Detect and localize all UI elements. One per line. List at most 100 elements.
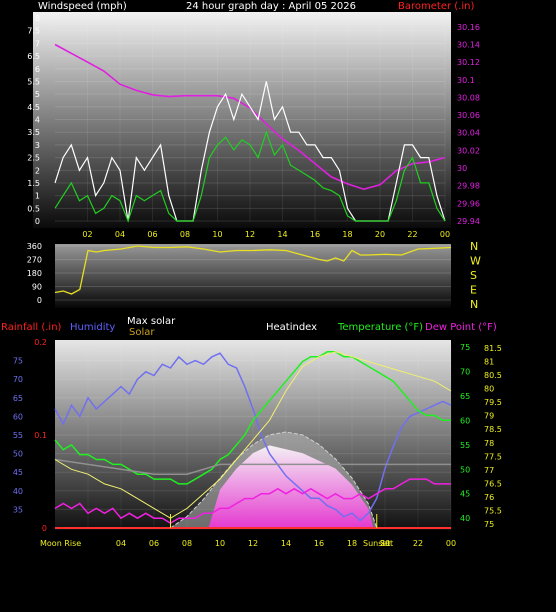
temp-x-tick-label: 14 (281, 539, 291, 548)
wind-axis-label: Windspeed (mph) (38, 1, 127, 12)
wind-x-tick-label: 04 (115, 230, 125, 239)
direction-tick-label: 270 (27, 256, 42, 265)
wind-x-tick-label: 18 (342, 230, 352, 239)
wind-tick-label: 4.5 (27, 103, 40, 112)
wind-tick-label: 3.5 (27, 128, 40, 137)
heatindex-line (54, 458, 451, 475)
rainfall-label: Rainfall (.in) (1, 322, 62, 333)
barometer-tick-label: 30.08 (457, 93, 480, 102)
heatindex-tick-label: 77.5 (484, 452, 502, 461)
temp-tick-label: 55 (460, 441, 470, 450)
wind-tick-label: 0 (35, 217, 40, 226)
barometer-axis-label: Barometer (.in) (398, 1, 474, 12)
wind-x-tick-label: 16 (310, 230, 320, 239)
heatindex-tick-label: 77 (484, 466, 494, 475)
direction-tick-label: 0 (37, 296, 42, 305)
humidity-line (54, 352, 452, 522)
windspeed-line (54, 130, 446, 223)
heatindex-tick-label: 76 (484, 493, 494, 502)
compass-label: W (470, 255, 481, 268)
barometer-line (54, 43, 446, 191)
wind-tick-label: 5.5 (27, 77, 40, 86)
wind-x-tick-label: 02 (82, 230, 92, 239)
barometer-tick-label: 30.1 (457, 76, 475, 85)
chart-title: 24 hour graph day : April 05 2026 (186, 1, 356, 12)
barometer-tick-label: 30.14 (457, 40, 480, 49)
max-solar-line (170, 431, 378, 529)
heatindex-line-line (54, 351, 452, 519)
barometer-tick-label: 30.04 (457, 129, 480, 138)
max-solar-label: Max solar (127, 316, 176, 327)
dew-point-line (54, 478, 451, 524)
compass-label: N (470, 298, 478, 311)
wind-tick-label: 0.5 (27, 204, 40, 213)
heatindex-tick-label: 81.5 (484, 344, 502, 353)
humidity-tick-label: 50 (13, 450, 23, 459)
direction-tick-label: 180 (27, 269, 42, 278)
barometer-tick-label: 30 (457, 164, 467, 173)
direction-tick-label: 360 (27, 242, 42, 251)
heatindex-tick-label: 79 (484, 412, 494, 421)
heatindex-tick-label: 79.5 (484, 398, 502, 407)
solar-label: Solar (129, 327, 155, 338)
temp-x-tick-label: 00 (446, 539, 456, 548)
direction-panel (55, 244, 451, 308)
temp-tick-label: 50 (460, 465, 470, 474)
compass-label: E (470, 284, 477, 297)
temperature-label: Temperature (°F) (337, 322, 423, 333)
barometer-tick-label: 30.06 (457, 111, 480, 120)
heatindex-tick-label: 75.5 (484, 506, 502, 515)
wind-x-tick-label: 00 (440, 230, 450, 239)
temp-tick-label: 75 (460, 343, 470, 352)
set-annotation: Set (380, 539, 393, 548)
wind-tick-label: 8 (35, 14, 40, 23)
temp-tick-label: 70 (460, 367, 470, 376)
wind-x-tick-label: 14 (277, 230, 287, 239)
wind-tick-label: 5 (35, 90, 40, 99)
temp-x-tick-label: 20 (380, 539, 390, 548)
temp-x-tick-label: 04 (116, 539, 126, 548)
heatindex-tick-label: 78.5 (484, 425, 502, 434)
heatindex-tick-label: 76.5 (484, 479, 502, 488)
heatindex-label: Heatindex (266, 322, 317, 333)
humidity-label: Humidity (70, 322, 115, 333)
humidity-tick-label: 55 (13, 431, 23, 440)
wind-tick-label: 6 (35, 65, 40, 74)
compass-label: S (470, 269, 477, 282)
rain-tick-label: 0.2 (34, 338, 47, 347)
temp-tick-label: 65 (460, 392, 470, 401)
wind-x-tick-label: 20 (375, 230, 385, 239)
heatindex-tick-label: 80 (484, 385, 494, 394)
wind-tick-label: 1.5 (27, 179, 40, 188)
wind-x-tick-label: 08 (180, 230, 190, 239)
wind-direction-line (54, 245, 452, 295)
wind-tick-label: 3 (35, 141, 40, 150)
wind-x-tick-label: 12 (245, 230, 255, 239)
wind-tick-label: 4 (35, 116, 40, 125)
barometer-tick-label: 29.98 (457, 182, 480, 191)
temperature-line (54, 351, 451, 485)
humidity-tick-label: 65 (13, 394, 23, 403)
barometer-tick-label: 30.16 (457, 23, 480, 32)
humidity-tick-label: 45 (13, 468, 23, 477)
temp-x-tick-label: 22 (413, 539, 423, 548)
humidity-tick-label: 75 (13, 357, 23, 366)
temp-tick-label: 60 (460, 416, 470, 425)
barometer-tick-label: 30.12 (457, 58, 480, 67)
temp-x-tick-label: 08 (182, 539, 192, 548)
heatindex-tick-label: 81 (484, 358, 494, 367)
moon-rise-annotation: Moon Rise (40, 539, 81, 548)
temp-x-tick-label: 12 (248, 539, 258, 548)
temp-x-tick-label: 06 (149, 539, 159, 548)
wind-tick-label: 1 (35, 192, 40, 201)
temp-x-tick-label: 18 (347, 539, 357, 548)
humidity-tick-label: 35 (13, 505, 23, 514)
wind-tick-label: 7 (35, 39, 40, 48)
temp-tick-label: 40 (460, 514, 470, 523)
humidity-tick-label: 40 (13, 487, 23, 496)
barometer-tick-label: 30.02 (457, 146, 480, 155)
humidity-tick-label: 70 (13, 375, 23, 384)
heatindex-tick-label: 80.5 (484, 371, 502, 380)
barometer-tick-label: 29.94 (457, 217, 480, 226)
